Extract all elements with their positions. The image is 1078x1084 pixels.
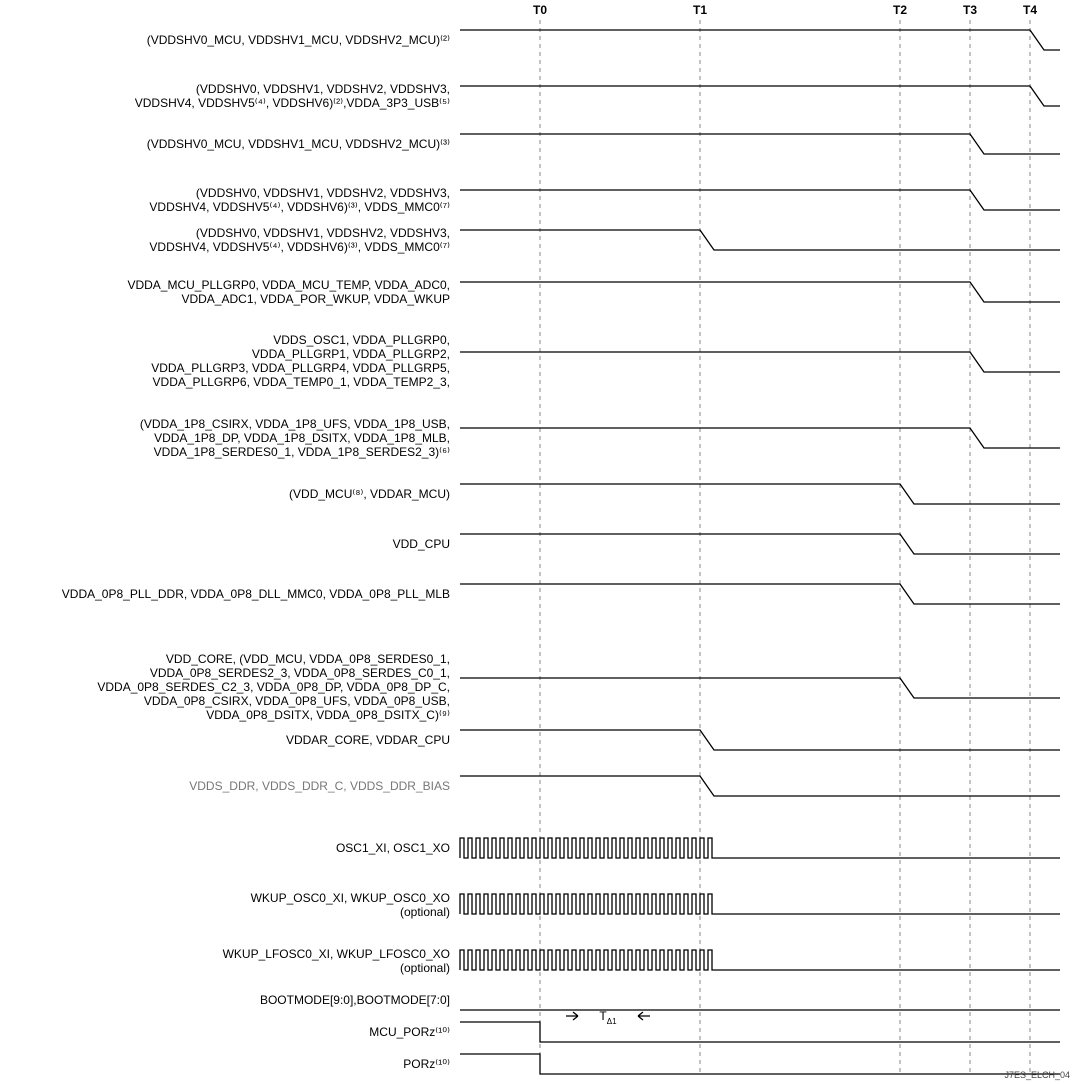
signal-waveform	[460, 776, 1060, 796]
signal-label: WKUP_LFOSC0_XI, WKUP_LFOSC0_XO	[223, 947, 450, 961]
figure-id: J7ES_ELCH_04	[1004, 1070, 1070, 1080]
signal-label: (VDDSHV0, VDDSHV1, VDDSHV2, VDDSHV3,	[196, 82, 450, 96]
signal-label: WKUP_OSC0_XI, WKUP_OSC0_XO	[251, 891, 450, 905]
signal-label: (optional)	[400, 905, 450, 919]
signal-waveform	[460, 584, 1060, 604]
signal-label: (VDDA_1P8_CSIRX, VDDA_1P8_UFS, VDDA_1P8_…	[140, 417, 450, 431]
signal-label: VDDA_0P8_SERDES2_3, VDDA_0P8_SERDES_C0_1…	[150, 666, 450, 680]
signal-label: (optional)	[400, 961, 450, 975]
signal-label: VDDA_PLLGRP6, VDDA_TEMP0_1, VDDA_TEMP2_3…	[153, 375, 450, 389]
signal-label: VDDA_MCU_PLLGRP0, VDDA_MCU_TEMP, VDDA_AD…	[127, 278, 450, 292]
signal-label: VDDA_0P8_PLL_DDR, VDDA_0P8_DLL_MMC0, VDD…	[62, 587, 450, 601]
signal-label: VDDA_1P8_SERDES0_1, VDDA_1P8_SERDES2_3)⁽…	[154, 445, 450, 459]
signal-label: (VDD_MCU⁽⁸⁾, VDDAR_MCU)	[289, 487, 450, 501]
signal-label: VDDA_0P8_SERDES_C2_3, VDDA_0P8_DP, VDDA_…	[97, 680, 450, 694]
signal-label: (VDDSHV0_MCU, VDDSHV1_MCU, VDDSHV2_MCU)⁽…	[147, 33, 450, 47]
signal-label: (VDDSHV0, VDDSHV1, VDDSHV2, VDDSHV3,	[196, 186, 450, 200]
signal-label: VDDA_PLLGRP3, VDDA_PLLGRP4, VDDA_PLLGRP5…	[151, 361, 450, 375]
signal-label: VDDSHV4, VDDSHV5⁽⁴⁾, VDDSHV6)⁽³⁾, VDDS_M…	[149, 240, 450, 254]
signal-label: MCU_PORz⁽¹⁰⁾	[369, 1025, 450, 1039]
signal-label: VDDS_DDR, VDDS_DDR_C, VDDS_DDR_BIAS	[189, 779, 450, 793]
signal-label: VDDAR_CORE, VDDAR_CPU	[286, 733, 450, 747]
time-label-T1: T1	[693, 3, 707, 17]
signal-label: VDD_CORE, (VDD_MCU, VDDA_0P8_SERDES0_1,	[166, 652, 450, 666]
tdelta-arrow-left	[566, 1012, 578, 1020]
signal-label: VDDA_0P8_CSIRX, VDDA_0P8_UFS, VDDA_0P8_U…	[144, 694, 450, 708]
signal-label: VDDA_ADC1, VDDA_POR_WKUP, VDDA_WKUP	[181, 292, 450, 306]
time-label-T4: T4	[1023, 3, 1037, 17]
tdelta-arrow-right	[638, 1012, 650, 1020]
signal-label: VDD_CPU	[393, 537, 450, 551]
timing-diagram: T0 T1 T2 T3 T4 (VDDSHV0_MCU, VDDSHV1_MCU, VDD…	[0, 0, 1078, 1084]
signal-label: PORz⁽¹⁰⁾	[403, 1057, 450, 1071]
signal-label: BOOTMODE[9:0],BOOTMODE[7:0]	[260, 993, 450, 1007]
tdelta-label: TΔ1	[599, 1009, 617, 1026]
signal-label: (VDDSHV0, VDDSHV1, VDDSHV2, VDDSHV3,	[196, 226, 450, 240]
time-label-T0: T0	[533, 3, 547, 17]
time-label-T3: T3	[963, 3, 977, 17]
signal-label: VDDA_PLLGRP1, VDDA_PLLGRP2,	[252, 347, 450, 361]
signal-waveform	[460, 352, 1060, 372]
signal-label: VDDA_1P8_DP, VDDA_1P8_DSITX, VDDA_1P8_ML…	[154, 431, 450, 445]
signal-label: (VDDSHV0_MCU, VDDSHV1_MCU, VDDSHV2_MCU)⁽…	[147, 137, 450, 151]
signal-label: VDDA_0P8_DSITX, VDDA_0P8_DSITX_C)⁽⁹⁾	[206, 708, 450, 722]
time-label-T2: T2	[893, 3, 907, 17]
signal-label: VDDSHV4, VDDSHV5⁽⁴⁾, VDDSHV6)⁽³⁾, VDDS_M…	[149, 200, 450, 214]
signal-label: VDDSHV4, VDDSHV5⁽⁴⁾, VDDSHV6)⁽²⁾,VDDA_3P…	[135, 96, 450, 110]
signal-label: VDDS_OSC1, VDDA_PLLGRP0,	[273, 333, 450, 347]
signal-label: OSC1_XI, OSC1_XO	[336, 841, 450, 855]
